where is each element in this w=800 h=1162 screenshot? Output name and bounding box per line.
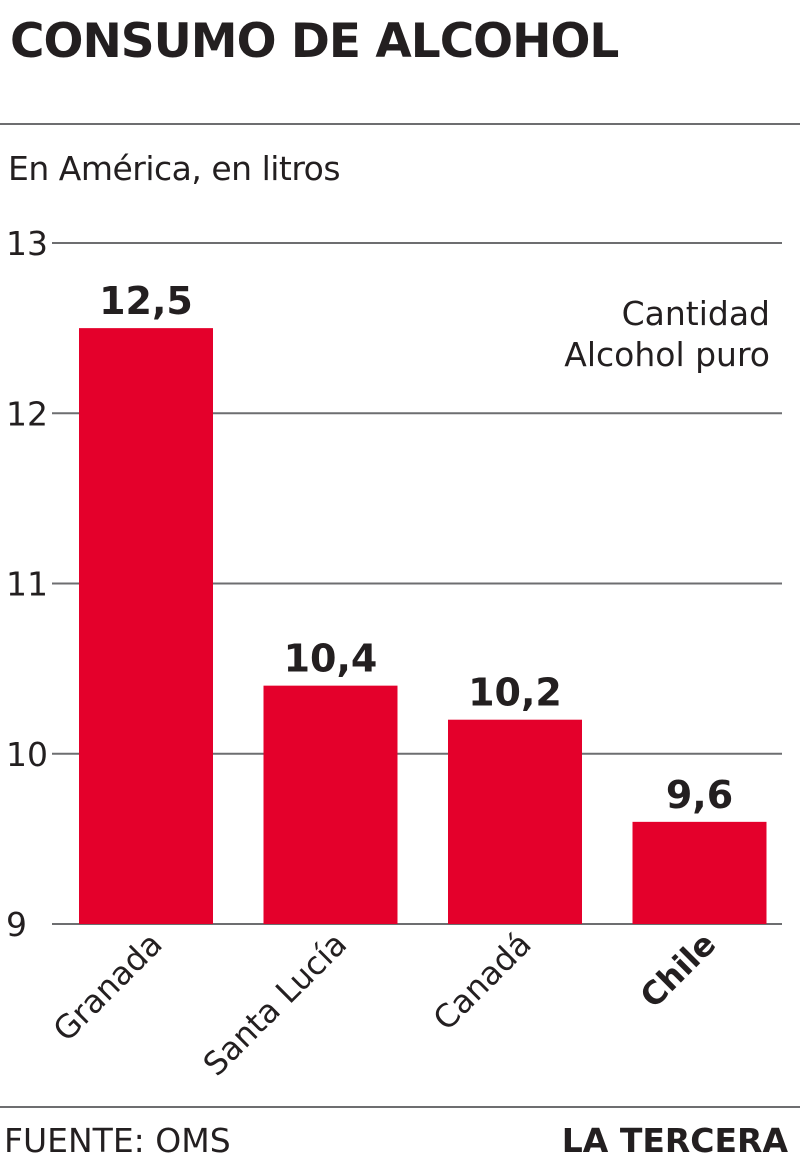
value-labels: 12,5 10,4 10,2 9,6: [99, 279, 733, 817]
bars: [79, 328, 767, 924]
brand-logo-text: LA TERCERA: [561, 1121, 788, 1160]
y-tick-label: 10: [6, 735, 48, 774]
value-label: 12,5: [99, 279, 193, 323]
bottom-divider: [0, 1106, 800, 1108]
legend-line-2: Alcohol puro: [564, 335, 770, 374]
y-tick-label: 12: [6, 394, 48, 433]
x-axis-labels: Granada Santa Lucía Canadá Chile: [46, 925, 724, 1084]
bar: [632, 821, 767, 924]
value-label: 9,6: [666, 773, 733, 817]
x-tick-label: Granada: [46, 925, 170, 1049]
value-label: 10,4: [284, 637, 378, 681]
x-tick-label: Chile: [633, 925, 723, 1015]
legend-line-1: Cantidad: [622, 294, 770, 333]
bar: [263, 685, 398, 924]
bar: [79, 328, 213, 924]
y-axis-ticks: 9 10 11 12 13: [6, 224, 48, 944]
top-divider: [0, 123, 800, 125]
y-tick-label: 13: [6, 224, 48, 263]
chart-subtitle: En América, en litros: [8, 149, 341, 188]
bar: [448, 719, 582, 924]
bar-chart: 9 10 11 12 13 12,5 10,4 10,2 9,6 Granada Santa L…: [6, 224, 782, 1084]
chart-title: CONSUMO DE ALCOHOL: [10, 14, 619, 69]
y-tick-label: 9: [6, 905, 27, 944]
x-tick-label: Santa Lucía: [196, 925, 355, 1084]
source-note: FUENTE: OMS: [4, 1121, 231, 1160]
value-label: 10,2: [468, 671, 562, 715]
y-tick-label: 11: [6, 565, 48, 604]
x-tick-label: Canadá: [426, 925, 539, 1038]
